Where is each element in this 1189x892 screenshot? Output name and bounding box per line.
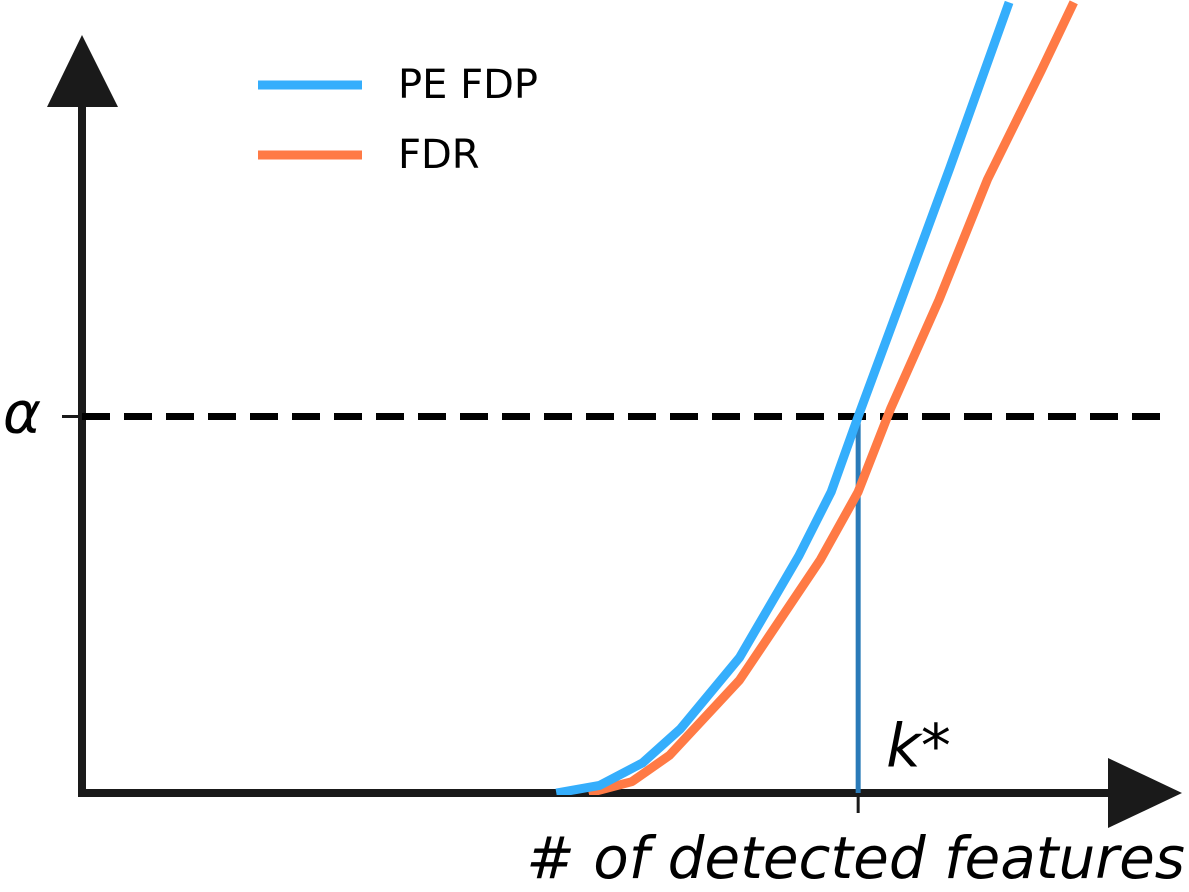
data-line [555,0,1014,795]
x-axis-label: # of detected features [526,824,1185,892]
legend-label: PE FDP [398,62,538,108]
x-axis-arrow [1108,758,1182,828]
data-line [587,0,1078,795]
y-axis-arrow [47,35,118,107]
plot-area [555,0,1078,795]
y-tick-label: α [3,379,41,447]
x-tick-label: k* [886,712,951,782]
legend-label: FDR [398,132,480,178]
